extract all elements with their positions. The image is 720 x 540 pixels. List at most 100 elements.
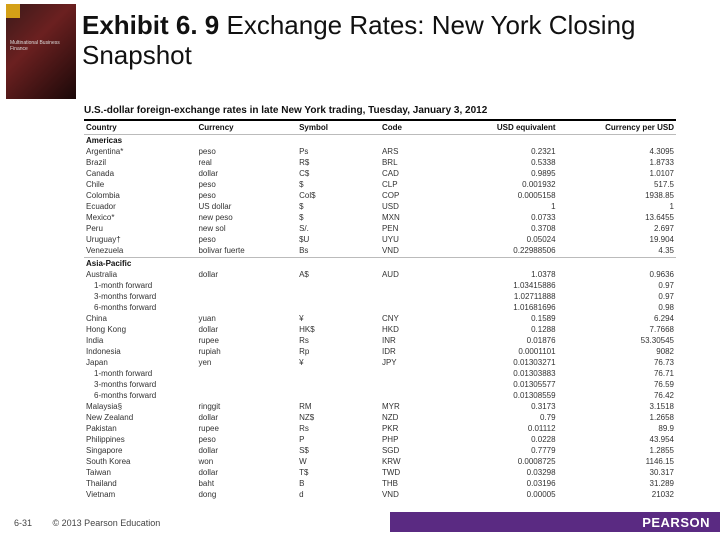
cell-currency: rupee bbox=[196, 335, 297, 346]
cell-country: Malaysia§ bbox=[84, 401, 196, 412]
cell-perusd: 1146.15 bbox=[558, 456, 676, 467]
cell-perusd: 13.6455 bbox=[558, 213, 676, 224]
cell-symbol: ¥ bbox=[297, 357, 380, 368]
cell-perusd: 1.8733 bbox=[558, 158, 676, 169]
region-name: Americas bbox=[84, 135, 676, 147]
cell-usdeq: 0.22988506 bbox=[433, 246, 557, 257]
cell-country: South Korea bbox=[84, 456, 196, 467]
cell-usdeq: 1.01681696 bbox=[433, 302, 557, 313]
region-header-row: Americas bbox=[84, 135, 676, 147]
cell-currency: won bbox=[196, 456, 297, 467]
table-row: Mexico*new peso$MXN0.073313.6455 bbox=[84, 213, 676, 224]
cell-country: India bbox=[84, 335, 196, 346]
cell-symbol: $U bbox=[297, 235, 380, 246]
cell-usdeq: 0.2321 bbox=[433, 147, 557, 158]
cell-perusd: 6.294 bbox=[558, 313, 676, 324]
cell-code: INR bbox=[380, 335, 433, 346]
cell-perusd: 1.2658 bbox=[558, 412, 676, 423]
cell-currency bbox=[196, 379, 297, 390]
table-row: 3-months forward0.0130557776.59 bbox=[84, 379, 676, 390]
cell-country: 1-month forward bbox=[84, 280, 196, 291]
cell-perusd: 2.697 bbox=[558, 224, 676, 235]
cell-country: Canada bbox=[84, 169, 196, 180]
cell-country: Colombia bbox=[84, 191, 196, 202]
cell-country: China bbox=[84, 313, 196, 324]
table-row: TaiwandollarT$TWD0.0329830.317 bbox=[84, 467, 676, 478]
cell-symbol: Rp bbox=[297, 346, 380, 357]
cell-code bbox=[380, 368, 433, 379]
cell-usdeq: 0.1288 bbox=[433, 324, 557, 335]
cell-symbol bbox=[297, 390, 380, 401]
book-cover-text: Multinational Business Finance bbox=[10, 40, 76, 52]
table-row: IndiarupeeRsINR0.0187653.30545 bbox=[84, 335, 676, 346]
cell-symbol bbox=[297, 379, 380, 390]
cell-code: USD bbox=[380, 202, 433, 213]
table-row: SingaporedollarS$SGD0.77791.2855 bbox=[84, 445, 676, 456]
cell-country: Brazil bbox=[84, 158, 196, 169]
cell-usdeq: 0.01308559 bbox=[433, 390, 557, 401]
cell-symbol: P bbox=[297, 434, 380, 445]
cell-country: Mexico* bbox=[84, 213, 196, 224]
region-header-row: Asia-Pacific bbox=[84, 258, 676, 270]
cell-currency: new sol bbox=[196, 224, 297, 235]
cell-currency bbox=[196, 280, 297, 291]
cell-code: COP bbox=[380, 191, 433, 202]
cell-code: PKR bbox=[380, 423, 433, 434]
cell-symbol: S$ bbox=[297, 445, 380, 456]
table-row: Chilepeso$CLP0.001932517.5 bbox=[84, 180, 676, 191]
rates-table: Country Currency Symbol Code USD equival… bbox=[84, 121, 676, 500]
cell-perusd: 1938.85 bbox=[558, 191, 676, 202]
cell-currency: yen bbox=[196, 357, 297, 368]
brand-logo-text: PEARSON bbox=[642, 515, 710, 530]
cell-code: AUD bbox=[380, 269, 433, 280]
cell-currency: peso bbox=[196, 180, 297, 191]
cell-symbol: T$ bbox=[297, 467, 380, 478]
cell-symbol: Bs bbox=[297, 246, 380, 257]
cell-usdeq: 0.0001101 bbox=[433, 346, 557, 357]
cell-perusd: 31.289 bbox=[558, 478, 676, 489]
cell-symbol: $ bbox=[297, 202, 380, 213]
cell-country: Uruguay† bbox=[84, 235, 196, 246]
cell-currency: US dollar bbox=[196, 202, 297, 213]
cell-usdeq: 1.02711888 bbox=[433, 291, 557, 302]
cell-code: CNY bbox=[380, 313, 433, 324]
exchange-rate-table: U.S.-dollar foreign-exchange rates in la… bbox=[0, 99, 720, 500]
cell-symbol: Rs bbox=[297, 335, 380, 346]
table-row: 1-month forward0.0130388376.71 bbox=[84, 368, 676, 379]
header-row: Country Currency Symbol Code USD equival… bbox=[84, 121, 676, 134]
cell-perusd: 1.2855 bbox=[558, 445, 676, 456]
table-row: BrazilrealR$BRL0.53381.8733 bbox=[84, 158, 676, 169]
table-row: Perunew solS/.PEN0.37082.697 bbox=[84, 224, 676, 235]
cell-perusd: 76.42 bbox=[558, 390, 676, 401]
cell-perusd: 3.1518 bbox=[558, 401, 676, 412]
cell-code bbox=[380, 302, 433, 313]
col-header-perusd: Currency per USD bbox=[558, 121, 676, 134]
cell-symbol: d bbox=[297, 489, 380, 500]
cell-code: MXN bbox=[380, 213, 433, 224]
cell-country: Peru bbox=[84, 224, 196, 235]
page-number: 6-31 bbox=[14, 518, 32, 528]
cell-usdeq: 1 bbox=[433, 202, 557, 213]
table-row: 3-months forward1.027118880.97 bbox=[84, 291, 676, 302]
cell-country: New Zealand bbox=[84, 412, 196, 423]
cell-currency: ringgit bbox=[196, 401, 297, 412]
cell-symbol bbox=[297, 368, 380, 379]
table-row: ThailandbahtBTHB0.0319631.289 bbox=[84, 478, 676, 489]
table-row: Venezuelabolivar fuerteBsVND0.229885064.… bbox=[84, 246, 676, 257]
cell-currency: dollar bbox=[196, 445, 297, 456]
cell-usdeq: 0.01112 bbox=[433, 423, 557, 434]
col-header-country: Country bbox=[84, 121, 196, 134]
cell-currency bbox=[196, 291, 297, 302]
table-row: PhilippinespesoPPHP0.022843.954 bbox=[84, 434, 676, 445]
cell-perusd: 7.7668 bbox=[558, 324, 676, 335]
copyright: © 2013 Pearson Education bbox=[53, 518, 161, 528]
table-row: Chinayuan¥CNY0.15896.294 bbox=[84, 313, 676, 324]
cell-country: Australia bbox=[84, 269, 196, 280]
table-row: Argentina*pesoPsARS0.23214.3095 bbox=[84, 147, 676, 158]
title-bold: Exhibit 6. 9 bbox=[82, 10, 219, 40]
cell-currency: dollar bbox=[196, 269, 297, 280]
cell-code bbox=[380, 390, 433, 401]
cell-country: 6-months forward bbox=[84, 390, 196, 401]
cell-currency: dong bbox=[196, 489, 297, 500]
cell-symbol: R$ bbox=[297, 158, 380, 169]
